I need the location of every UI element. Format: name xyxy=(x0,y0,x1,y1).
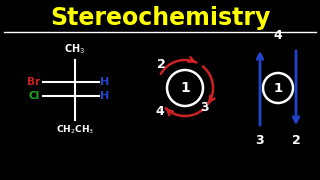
Text: H: H xyxy=(100,91,109,101)
Text: Br: Br xyxy=(27,77,40,87)
Circle shape xyxy=(167,70,203,106)
Text: H: H xyxy=(100,77,109,87)
Text: 2: 2 xyxy=(157,58,165,71)
Text: 3: 3 xyxy=(256,134,264,147)
Text: 1: 1 xyxy=(180,81,190,95)
Text: 4: 4 xyxy=(274,29,282,42)
Text: 4: 4 xyxy=(156,105,164,118)
Text: 1: 1 xyxy=(273,82,283,94)
Text: Cl: Cl xyxy=(29,91,40,101)
Circle shape xyxy=(263,73,293,103)
Text: 2: 2 xyxy=(292,134,300,147)
Text: 3: 3 xyxy=(200,101,209,114)
Text: Stereochemistry: Stereochemistry xyxy=(50,6,270,30)
Text: CH$_3$: CH$_3$ xyxy=(64,42,85,56)
Text: CH$_2$CH$_3$: CH$_2$CH$_3$ xyxy=(56,124,94,136)
